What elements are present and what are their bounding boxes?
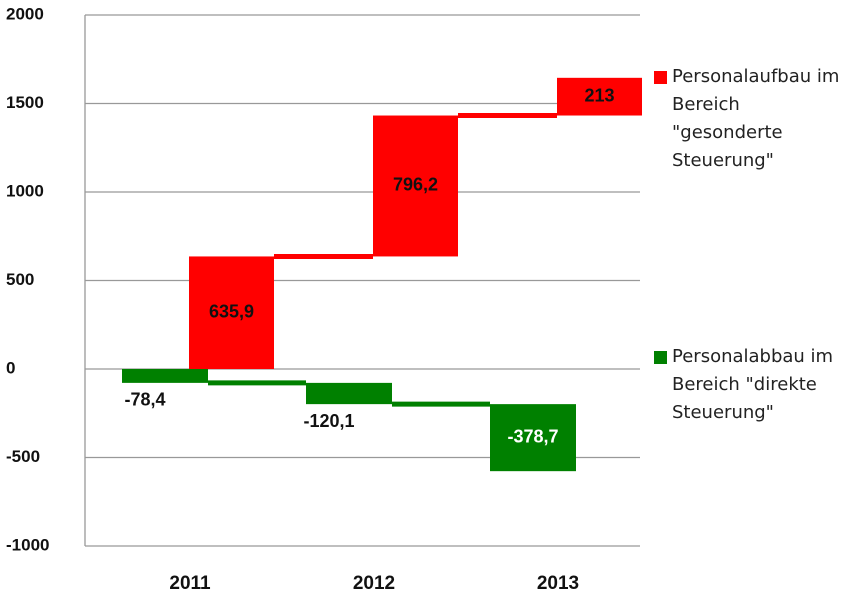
y-tick-label: 0 (6, 358, 15, 377)
bar (557, 77, 642, 116)
bar (122, 369, 208, 383)
y-tick-label: -500 (6, 447, 40, 466)
x-tick-label: 2013 (537, 573, 579, 594)
x-tick-label: 2011 (169, 573, 211, 594)
y-tick-label: 1000 (6, 181, 44, 200)
x-tick-label: 2012 (353, 573, 395, 594)
data-label: -378,7 (507, 426, 558, 446)
bar (306, 382, 392, 405)
bar (189, 256, 274, 369)
legend-label: Personalabbau im Bereich "direkte Steuer… (672, 346, 834, 423)
y-tick-label: -1000 (6, 535, 49, 554)
y-tick-label: 1500 (6, 93, 44, 112)
y-tick-label: 2000 (6, 4, 44, 23)
data-label: 796,2 (393, 175, 438, 195)
legend-swatch (654, 71, 667, 84)
bar (373, 115, 458, 257)
data-label: -78,4 (124, 390, 165, 410)
data-label: 213 (584, 85, 614, 105)
legend-swatch (654, 351, 667, 364)
data-label: -120,1 (303, 411, 354, 431)
bar (490, 404, 576, 472)
legend-label: Personalaufbau im Bereich "gesonderte St… (672, 66, 840, 171)
y-tick-label: 500 (6, 270, 34, 289)
data-label: 635,9 (209, 301, 254, 321)
